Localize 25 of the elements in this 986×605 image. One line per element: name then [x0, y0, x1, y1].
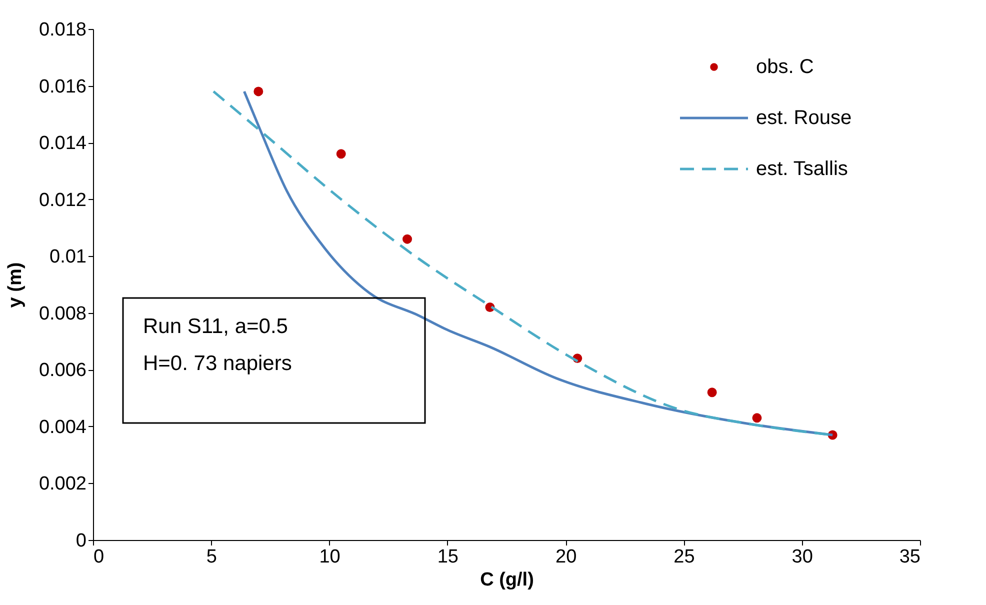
annotation: Run S11, a=0.5	[143, 315, 288, 338]
x-tick-label: 10	[319, 546, 340, 568]
x-tick-label: 35	[899, 546, 920, 568]
x-tick-label: 30	[792, 546, 813, 568]
x-tick-label: 20	[556, 546, 577, 568]
y-tick-label: 0.016	[38, 76, 86, 98]
y-tick-label: 0.018	[38, 20, 86, 40]
y-axis-title: y (m)	[4, 262, 26, 308]
y-tick-label: 0	[76, 530, 86, 552]
x-axis-title: C (g/l)	[480, 570, 534, 590]
y-tick-label: 0.012	[38, 190, 86, 211]
y-tick-label: 0.002	[38, 474, 86, 495]
y-tick-label: 0.014	[38, 133, 87, 154]
x-tick-label: 15	[437, 546, 458, 568]
annotation: H=0. 73 napiers	[143, 352, 292, 375]
y-tick-label: 0.004	[38, 416, 87, 438]
x-tick-label: 0	[94, 546, 104, 568]
legend-label: est. Rouse	[756, 107, 852, 129]
y-tick-label: 0.01	[50, 246, 86, 268]
legend-label: est. Tsallis	[756, 158, 848, 180]
x-tick-label: 25	[674, 546, 695, 568]
legend-label: obs. C	[756, 56, 814, 78]
x-tick-label: 5	[206, 546, 217, 568]
y-tick-label: 0.008	[38, 303, 86, 324]
y-tick-label: 0.006	[38, 360, 86, 382]
